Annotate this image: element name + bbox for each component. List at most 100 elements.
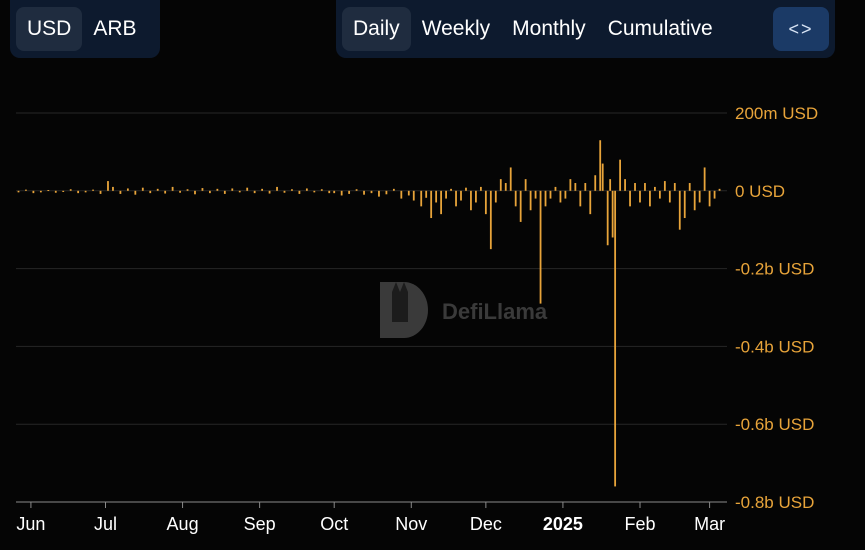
bar <box>156 188 159 191</box>
monthly-button[interactable]: Monthly <box>512 17 586 40</box>
bar <box>320 189 323 191</box>
x-tick-label: Dec <box>470 514 502 534</box>
arb-button[interactable]: ARB <box>93 17 137 40</box>
bar <box>164 190 167 194</box>
y-tick-label: -0.2b USD <box>735 260 814 279</box>
bar <box>435 190 438 203</box>
bar <box>489 190 492 250</box>
bar <box>678 190 681 230</box>
bar <box>216 188 219 191</box>
bar <box>450 188 452 191</box>
bar <box>470 190 472 211</box>
embed-code-button[interactable]: <> <box>773 7 829 51</box>
bar <box>378 190 380 197</box>
bar <box>328 190 331 194</box>
bar <box>179 190 181 193</box>
bar <box>84 190 87 193</box>
bar <box>465 187 467 191</box>
weekly-button[interactable]: Weekly <box>421 17 491 40</box>
bar <box>514 190 517 207</box>
bar <box>333 190 336 194</box>
x-tick-label: Sep <box>244 514 276 534</box>
bar <box>62 190 65 192</box>
currency-toggle-group: USD ARB <box>10 0 160 58</box>
bar <box>639 190 641 203</box>
bar <box>460 190 462 201</box>
bar <box>564 190 567 199</box>
bar <box>92 189 94 191</box>
x-tick-label: Jul <box>94 514 117 534</box>
bar <box>658 190 661 199</box>
bar <box>141 187 144 191</box>
bar <box>601 163 604 191</box>
bar <box>126 188 129 191</box>
usd-button[interactable]: USD <box>16 7 83 51</box>
bar <box>69 189 72 191</box>
bar <box>589 190 592 215</box>
bar <box>194 190 196 195</box>
x-tick-label: Aug <box>167 514 199 534</box>
bar <box>693 190 696 211</box>
bar <box>584 183 587 191</box>
bar <box>718 188 721 191</box>
cumulative-button[interactable]: Cumulative <box>607 17 713 40</box>
bar <box>703 167 706 191</box>
bar <box>569 179 572 191</box>
bar <box>253 190 256 194</box>
bar <box>619 159 622 191</box>
bar <box>440 190 443 215</box>
x-tick-label: Nov <box>395 514 427 534</box>
bar <box>554 186 557 191</box>
bar <box>629 190 631 207</box>
bar <box>649 190 651 207</box>
bar <box>708 190 711 207</box>
bar <box>134 190 137 195</box>
bar <box>683 190 686 219</box>
bar <box>209 190 211 194</box>
bars <box>17 140 721 487</box>
bar <box>559 190 562 203</box>
y-tick-label: -0.4b USD <box>735 337 814 356</box>
bar <box>519 190 522 222</box>
x-tick-label: Oct <box>320 514 348 534</box>
x-tick-label: Mar <box>694 514 725 534</box>
bar <box>305 188 308 191</box>
bar <box>668 190 671 203</box>
x-tick-label: Feb <box>624 514 655 534</box>
llama-logo-icon <box>380 282 428 338</box>
bar <box>246 187 249 191</box>
bar <box>363 190 365 195</box>
bar <box>539 190 542 304</box>
bar <box>385 190 388 195</box>
bar <box>430 190 433 219</box>
bar <box>445 190 447 199</box>
daily-button[interactable]: Daily <box>342 7 411 51</box>
bar <box>611 190 614 238</box>
bar <box>606 190 609 246</box>
bar <box>713 190 716 199</box>
bar <box>39 190 42 193</box>
bar <box>455 190 457 207</box>
bar <box>509 167 512 191</box>
bar <box>171 186 174 191</box>
y-tick-label: 0 USD <box>735 182 785 201</box>
bar <box>400 190 403 199</box>
bar <box>107 181 109 191</box>
bar <box>112 186 114 191</box>
bar <box>698 190 701 203</box>
bar <box>231 188 234 191</box>
bar <box>32 190 35 194</box>
bar <box>268 190 271 194</box>
bar <box>370 190 373 194</box>
bar <box>494 190 497 203</box>
bar <box>654 186 656 191</box>
bar <box>77 190 80 194</box>
bar <box>25 189 27 191</box>
x-axis: Jun Jul Aug Sep Oct Nov Dec 2025 Feb Mar <box>16 501 727 534</box>
bar <box>609 179 612 191</box>
bar <box>407 190 410 196</box>
bar <box>283 190 286 193</box>
bar <box>119 190 122 194</box>
watermark-text: DefiLlama <box>442 299 548 324</box>
